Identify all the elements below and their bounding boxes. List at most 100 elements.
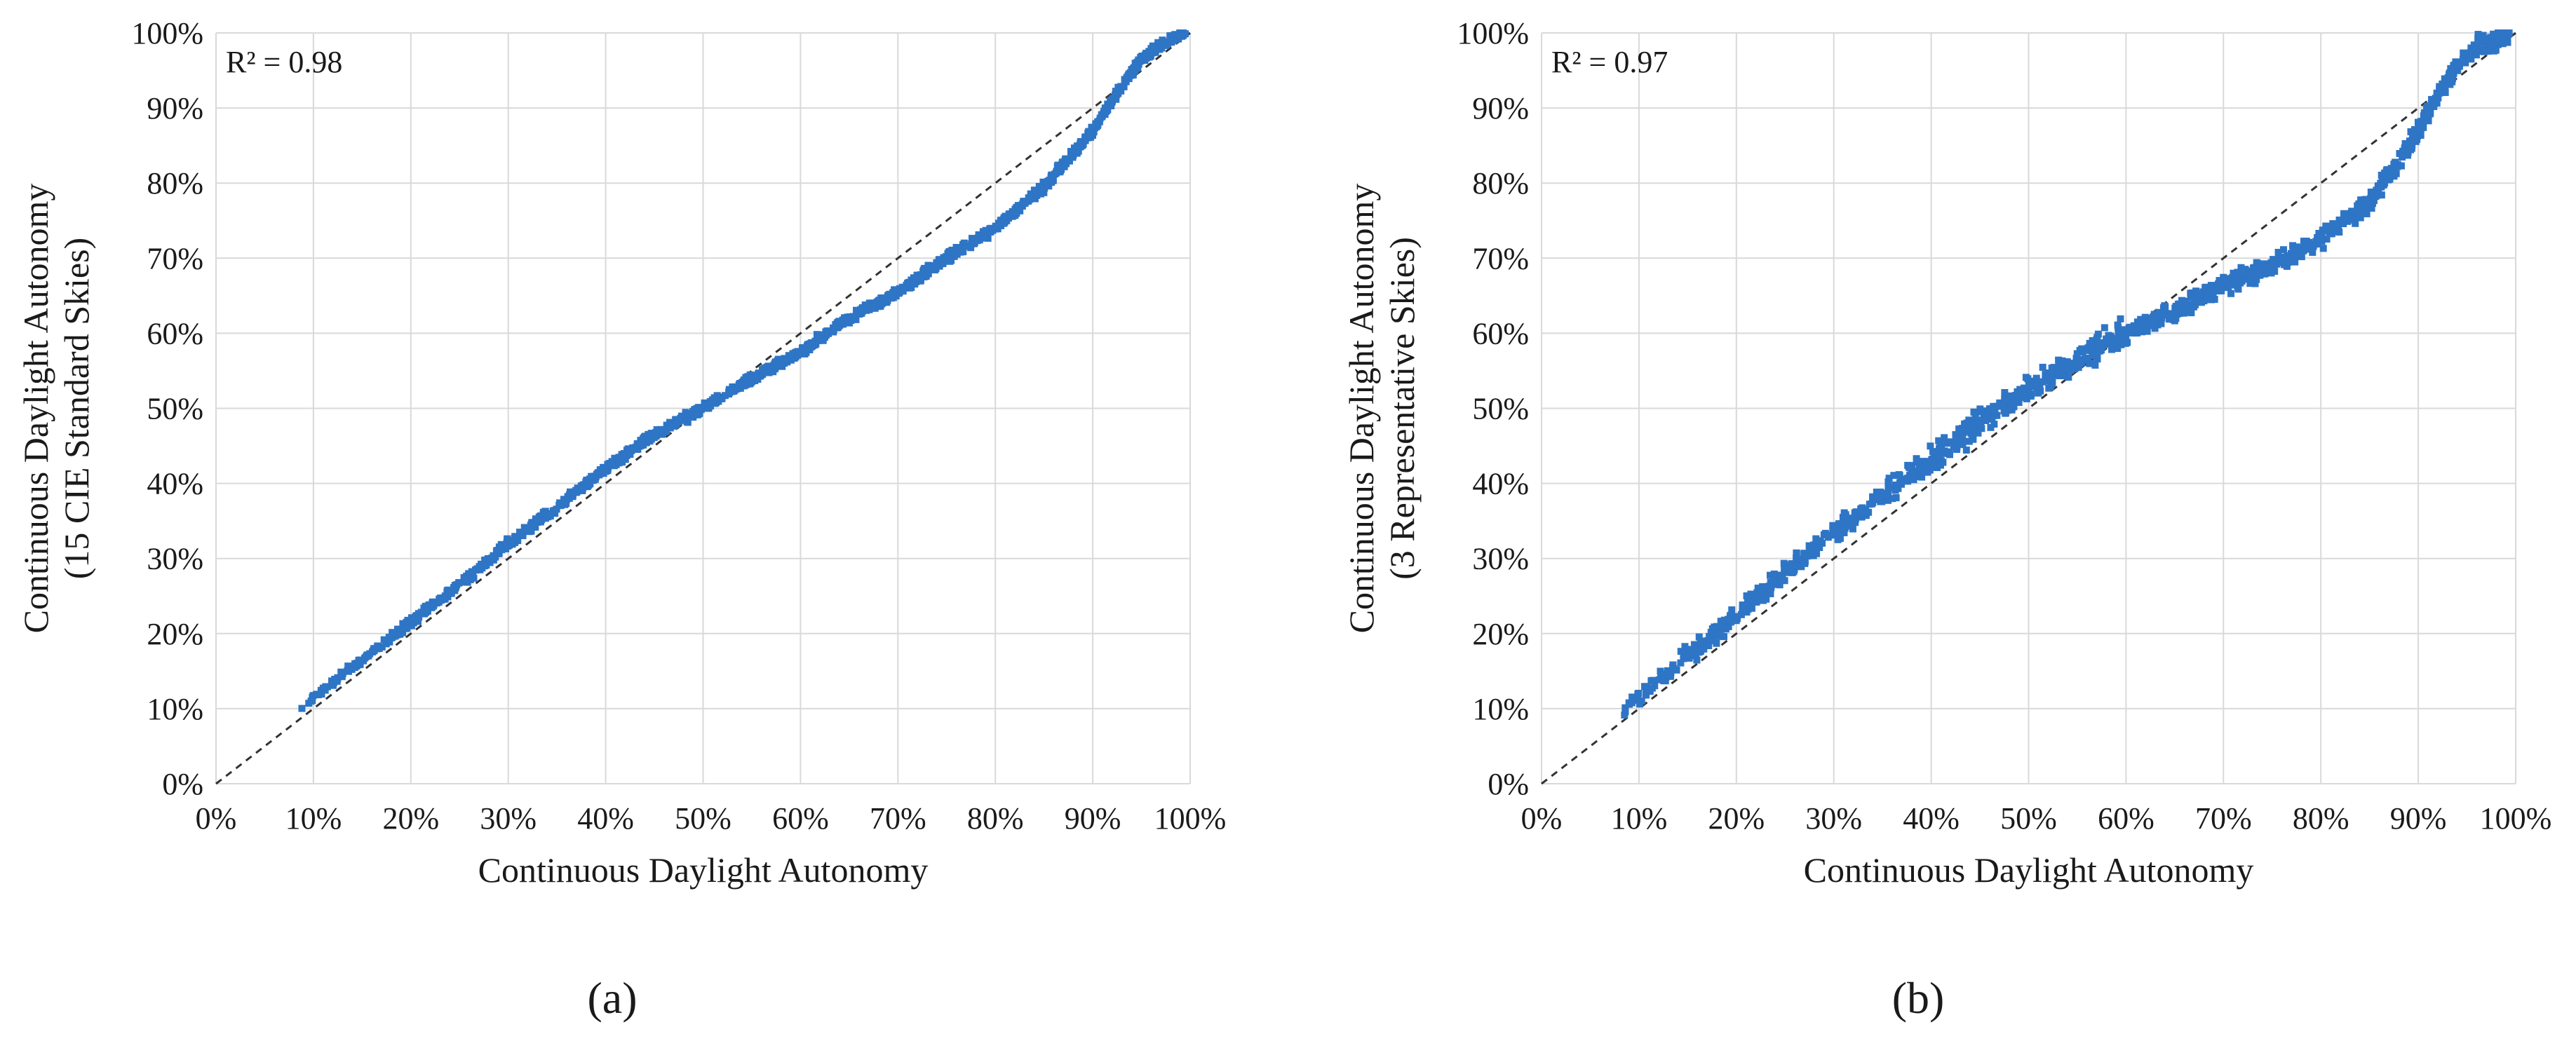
- data-point: [2348, 207, 2356, 215]
- data-point: [2318, 238, 2326, 245]
- y-tick-label: 20%: [147, 617, 203, 651]
- data-point: [2108, 343, 2116, 351]
- data-point: [941, 254, 949, 261]
- data-point: [765, 369, 773, 376]
- data-point: [707, 402, 715, 410]
- data-point: [794, 351, 802, 359]
- data-point: [1695, 633, 1703, 641]
- data-point: [1804, 552, 1812, 559]
- data-point: [586, 479, 593, 486]
- data-point: [1793, 562, 1800, 570]
- data-point: [2356, 214, 2364, 222]
- data-point: [666, 419, 674, 427]
- data-point: [2126, 323, 2133, 331]
- data-point: [1851, 519, 1859, 526]
- data-point: [1806, 546, 1814, 554]
- data-point: [2480, 38, 2488, 46]
- data-point: [980, 233, 987, 241]
- data-point: [1656, 676, 1664, 683]
- data-point: [2474, 34, 2482, 42]
- x-tick-label: 10%: [285, 801, 342, 836]
- data-point: [425, 602, 433, 610]
- data-point: [2021, 394, 2028, 402]
- data-point: [1776, 576, 1783, 583]
- data-point: [1054, 161, 1062, 169]
- data-point: [1107, 102, 1115, 109]
- x-tick-label: 90%: [1065, 801, 1121, 836]
- data-point: [645, 437, 653, 444]
- data-point: [1142, 52, 1149, 60]
- data-point: [663, 421, 670, 429]
- data-point: [1941, 439, 1949, 447]
- data-point: [1927, 463, 1934, 470]
- data-point: [372, 645, 379, 653]
- data-point: [2198, 299, 2206, 306]
- data-point: [2007, 392, 2014, 400]
- data-point: [1936, 441, 1944, 449]
- data-point: [745, 374, 753, 382]
- data-point: [637, 440, 645, 447]
- data-point: [1713, 622, 1720, 630]
- data-point: [666, 424, 674, 432]
- data-point: [1728, 606, 1736, 614]
- data-point: [2093, 351, 2101, 358]
- data-point: [1798, 563, 1805, 571]
- data-point: [729, 388, 737, 395]
- data-point: [2368, 205, 2375, 212]
- data-point: [1669, 661, 1677, 669]
- data-point: [1987, 423, 1995, 431]
- data-point: [1914, 467, 1922, 475]
- data-point: [2073, 350, 2081, 358]
- data-point: [1009, 207, 1016, 215]
- data-point: [383, 638, 391, 646]
- data-point: [1805, 542, 1813, 550]
- data-point: [2176, 300, 2183, 308]
- data-point: [1841, 524, 1849, 532]
- data-point: [2067, 367, 2075, 374]
- data-point: [2455, 62, 2463, 70]
- data-point: [1767, 578, 1774, 586]
- data-point: [2158, 314, 2166, 322]
- data-point: [2065, 374, 2072, 381]
- data-point: [884, 297, 891, 304]
- data-point: [1924, 458, 1931, 465]
- data-point: [2322, 222, 2330, 230]
- data-point: [1788, 560, 1795, 568]
- data-point: [2039, 378, 2046, 386]
- data-point: [1126, 72, 1134, 79]
- data-point: [1955, 425, 1963, 433]
- data-point: [2162, 303, 2169, 311]
- data-point: [487, 556, 494, 564]
- data-points: [1621, 29, 2513, 719]
- y-tick-label: 10%: [1472, 692, 1529, 726]
- data-point: [452, 585, 459, 592]
- data-point: [401, 624, 409, 632]
- y-tick-label: 50%: [1472, 392, 1529, 426]
- data-point: [2372, 193, 2380, 200]
- data-point: [2447, 64, 2455, 72]
- data-point: [1154, 39, 1162, 46]
- data-point: [319, 684, 327, 692]
- data-point: [1934, 452, 1942, 460]
- data-point: [345, 667, 353, 675]
- data-point: [2050, 364, 2058, 372]
- y-tick-label: 70%: [147, 241, 203, 275]
- data-point: [624, 449, 632, 457]
- data-point: [1938, 444, 1946, 452]
- data-point: [1015, 203, 1023, 211]
- y-tick-label: 10%: [147, 692, 203, 726]
- data-point: [2076, 360, 2084, 367]
- data-point: [2279, 246, 2287, 254]
- data-point: [1913, 458, 1921, 466]
- data-point: [695, 404, 703, 411]
- data-point: [858, 308, 866, 315]
- data-point: [1927, 442, 1934, 450]
- data-point: [818, 332, 826, 340]
- data-point: [1844, 517, 1852, 524]
- data-point: [1154, 45, 1161, 53]
- data-point: [2361, 196, 2368, 203]
- data-point: [2426, 110, 2434, 118]
- data-point: [611, 454, 619, 462]
- data-point: [1962, 447, 1970, 454]
